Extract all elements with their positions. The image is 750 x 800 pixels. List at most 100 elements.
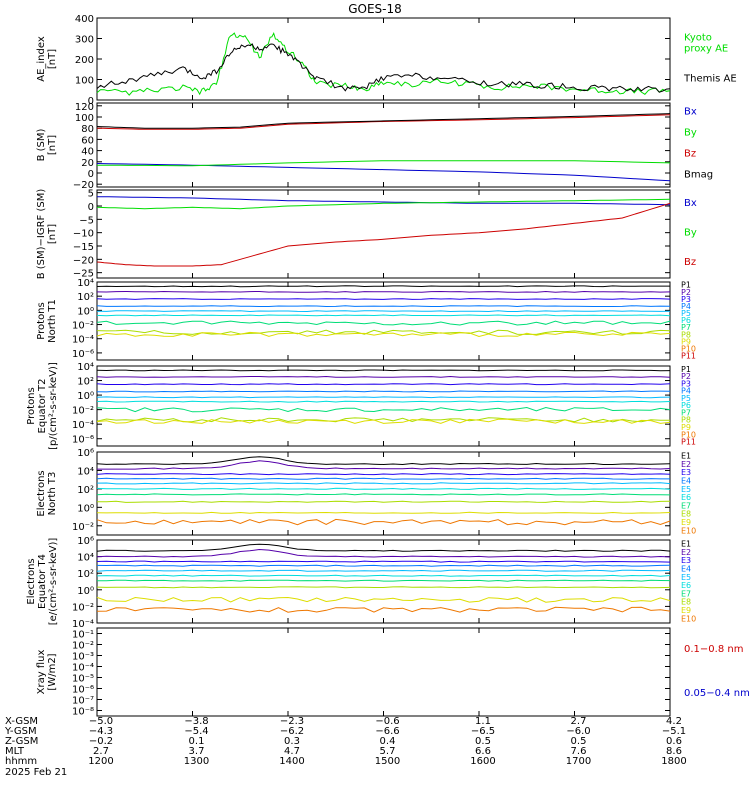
flux-p5 <box>96 396 671 399</box>
x-row-value: −5.0 <box>89 716 113 727</box>
series-bz <box>96 202 671 267</box>
y-tick-label: 200 <box>75 55 94 66</box>
y-tick-label: 10² <box>77 485 94 496</box>
legend-entry: By <box>684 227 697 238</box>
legend-entry: Bx <box>684 198 697 209</box>
panel-frame <box>96 102 671 188</box>
legend-p1: P1 <box>681 281 691 290</box>
legend-p4: P4 <box>681 302 691 311</box>
y-tick-label: 300 <box>75 35 94 46</box>
x-row-value: −3.8 <box>184 716 208 727</box>
legend-p2: P2 <box>681 288 691 297</box>
x-row-value: 2.7 <box>93 746 109 757</box>
x-row-value: 0.1 <box>189 736 205 747</box>
x-row-label: Y-GSM <box>4 726 37 737</box>
x-row-value: 1800 <box>661 756 686 767</box>
flux-e5 <box>96 569 671 572</box>
panel-1: 400 300 200 100 0 AE_index[nT] Kyoto proxy AE Th… <box>36 14 737 107</box>
y-axis-label: Xray flux[W/m2] <box>36 650 58 695</box>
x-row-value: 1200 <box>88 756 113 767</box>
x-row-value: 0.6 <box>666 736 682 747</box>
y-tick-label: 400 <box>75 14 94 25</box>
x-axis-table: X-GSM −5.0 −3.8 −2.3 −0.6 1.1 2.7 4.2Y-GSM −4.3−… <box>4 716 687 767</box>
legend-e7: E7 <box>681 501 691 510</box>
legend-p3: P3 <box>681 295 691 304</box>
y-tick-label: 10⁴ <box>77 553 94 564</box>
x-row-value: 4.7 <box>284 746 300 757</box>
legend-e4: E4 <box>681 477 691 486</box>
x-row-label: MLT <box>5 746 25 757</box>
flux-e9 <box>96 511 671 514</box>
legend-e9: E9 <box>681 606 691 615</box>
legend-e6: E6 <box>681 581 691 590</box>
legend-p11: P11 <box>681 352 696 361</box>
legend-entry: Themis AE <box>683 74 737 85</box>
y-tick-label: −20 <box>73 180 94 191</box>
x-row-value: 5.7 <box>380 746 396 757</box>
flux-e4 <box>96 564 671 567</box>
x-row-value: −6.5 <box>471 726 495 737</box>
y-tick-label: 10⁻⁸ <box>72 707 94 718</box>
y-tick-label: 60 <box>81 135 94 146</box>
legend-p11: P11 <box>681 438 696 447</box>
x-row-value: −2.3 <box>280 716 304 727</box>
legend-entry: 0.1−0.8 nm <box>684 644 743 655</box>
x-row-value: 6.6 <box>475 746 491 757</box>
y-axis-label: ElectronsNorth T3 <box>36 470 58 516</box>
y-tick-label: 10⁰ <box>77 306 94 317</box>
flux-e5 <box>96 482 671 485</box>
y-tick-label: 10⁻³ <box>72 652 94 663</box>
y-tick-label: 5 <box>88 189 94 200</box>
legend-e5: E5 <box>681 573 691 582</box>
y-tick-label: 0 <box>88 202 94 213</box>
flux-p3 <box>96 298 671 300</box>
x-row-value: 1400 <box>279 756 304 767</box>
y-tick-label: −10 <box>73 229 94 240</box>
legend-e8: E8 <box>681 510 691 519</box>
flux-e8 <box>97 500 671 503</box>
flux-e7 <box>96 493 671 496</box>
x-row-value: 4.2 <box>666 716 682 727</box>
series-by <box>96 198 671 210</box>
y-tick-label: −5 <box>79 215 94 226</box>
flux-e6 <box>96 487 671 490</box>
y-tick-label: 100 <box>75 76 94 87</box>
legend-p5: P5 <box>681 309 691 318</box>
y-tick-label: 10⁻⁶ <box>72 349 94 360</box>
y-tick-label: 10⁻⁷ <box>72 696 94 707</box>
y-tick-label: 10⁴ <box>77 466 94 477</box>
flux-p6 <box>96 314 671 317</box>
x-row-value: 0.4 <box>380 736 396 747</box>
y-axis-label: ProtonsEquator T2[p/(cm²-s-sr-keV)] <box>26 362 59 450</box>
x-row-value: 1.1 <box>475 716 491 727</box>
y-tick-label: 80 <box>81 124 94 135</box>
legend-e3: E3 <box>681 556 691 565</box>
x-row-value: 1500 <box>375 756 400 767</box>
y-tick-label: 10⁴ <box>77 278 94 289</box>
flux-p2 <box>96 290 671 293</box>
y-tick-label: 10⁶ <box>77 448 94 459</box>
flux-p8 <box>96 329 671 335</box>
y-tick-label: 10⁻⁶ <box>72 685 94 696</box>
y-tick-label: 10⁻² <box>72 406 94 417</box>
flux-e3 <box>96 473 671 476</box>
flux-p9 <box>96 331 671 338</box>
legend-entry: Kyoto proxy AE <box>684 33 728 55</box>
flux-e4 <box>96 477 670 480</box>
legend-p5: P5 <box>681 394 691 403</box>
legend-p9: P9 <box>681 337 691 346</box>
x-row-value: 1300 <box>184 756 209 767</box>
series-kyoto-proxy-ae <box>96 31 671 96</box>
y-axis-label: ElectronsEquator T4[e/(cm²-s-sr-keV)] <box>26 538 59 626</box>
x-row-value: −0.6 <box>375 716 399 727</box>
x-row-value: 7.6 <box>571 746 587 757</box>
y-tick-label: 10⁻² <box>72 641 94 652</box>
flux-p3 <box>96 383 671 386</box>
x-row-value: 2.7 <box>571 716 587 727</box>
y-tick-label: 10⁰ <box>77 503 94 514</box>
flux-e2 <box>96 548 671 558</box>
legend-entry: Bmag <box>684 170 713 181</box>
panel-8: 10⁻¹10⁻²10⁻³10⁻⁴10⁻⁵10⁻⁶10⁻⁷10⁻⁸ Xray flu… <box>36 627 750 718</box>
y-tick-label: 10⁻² <box>72 522 94 533</box>
